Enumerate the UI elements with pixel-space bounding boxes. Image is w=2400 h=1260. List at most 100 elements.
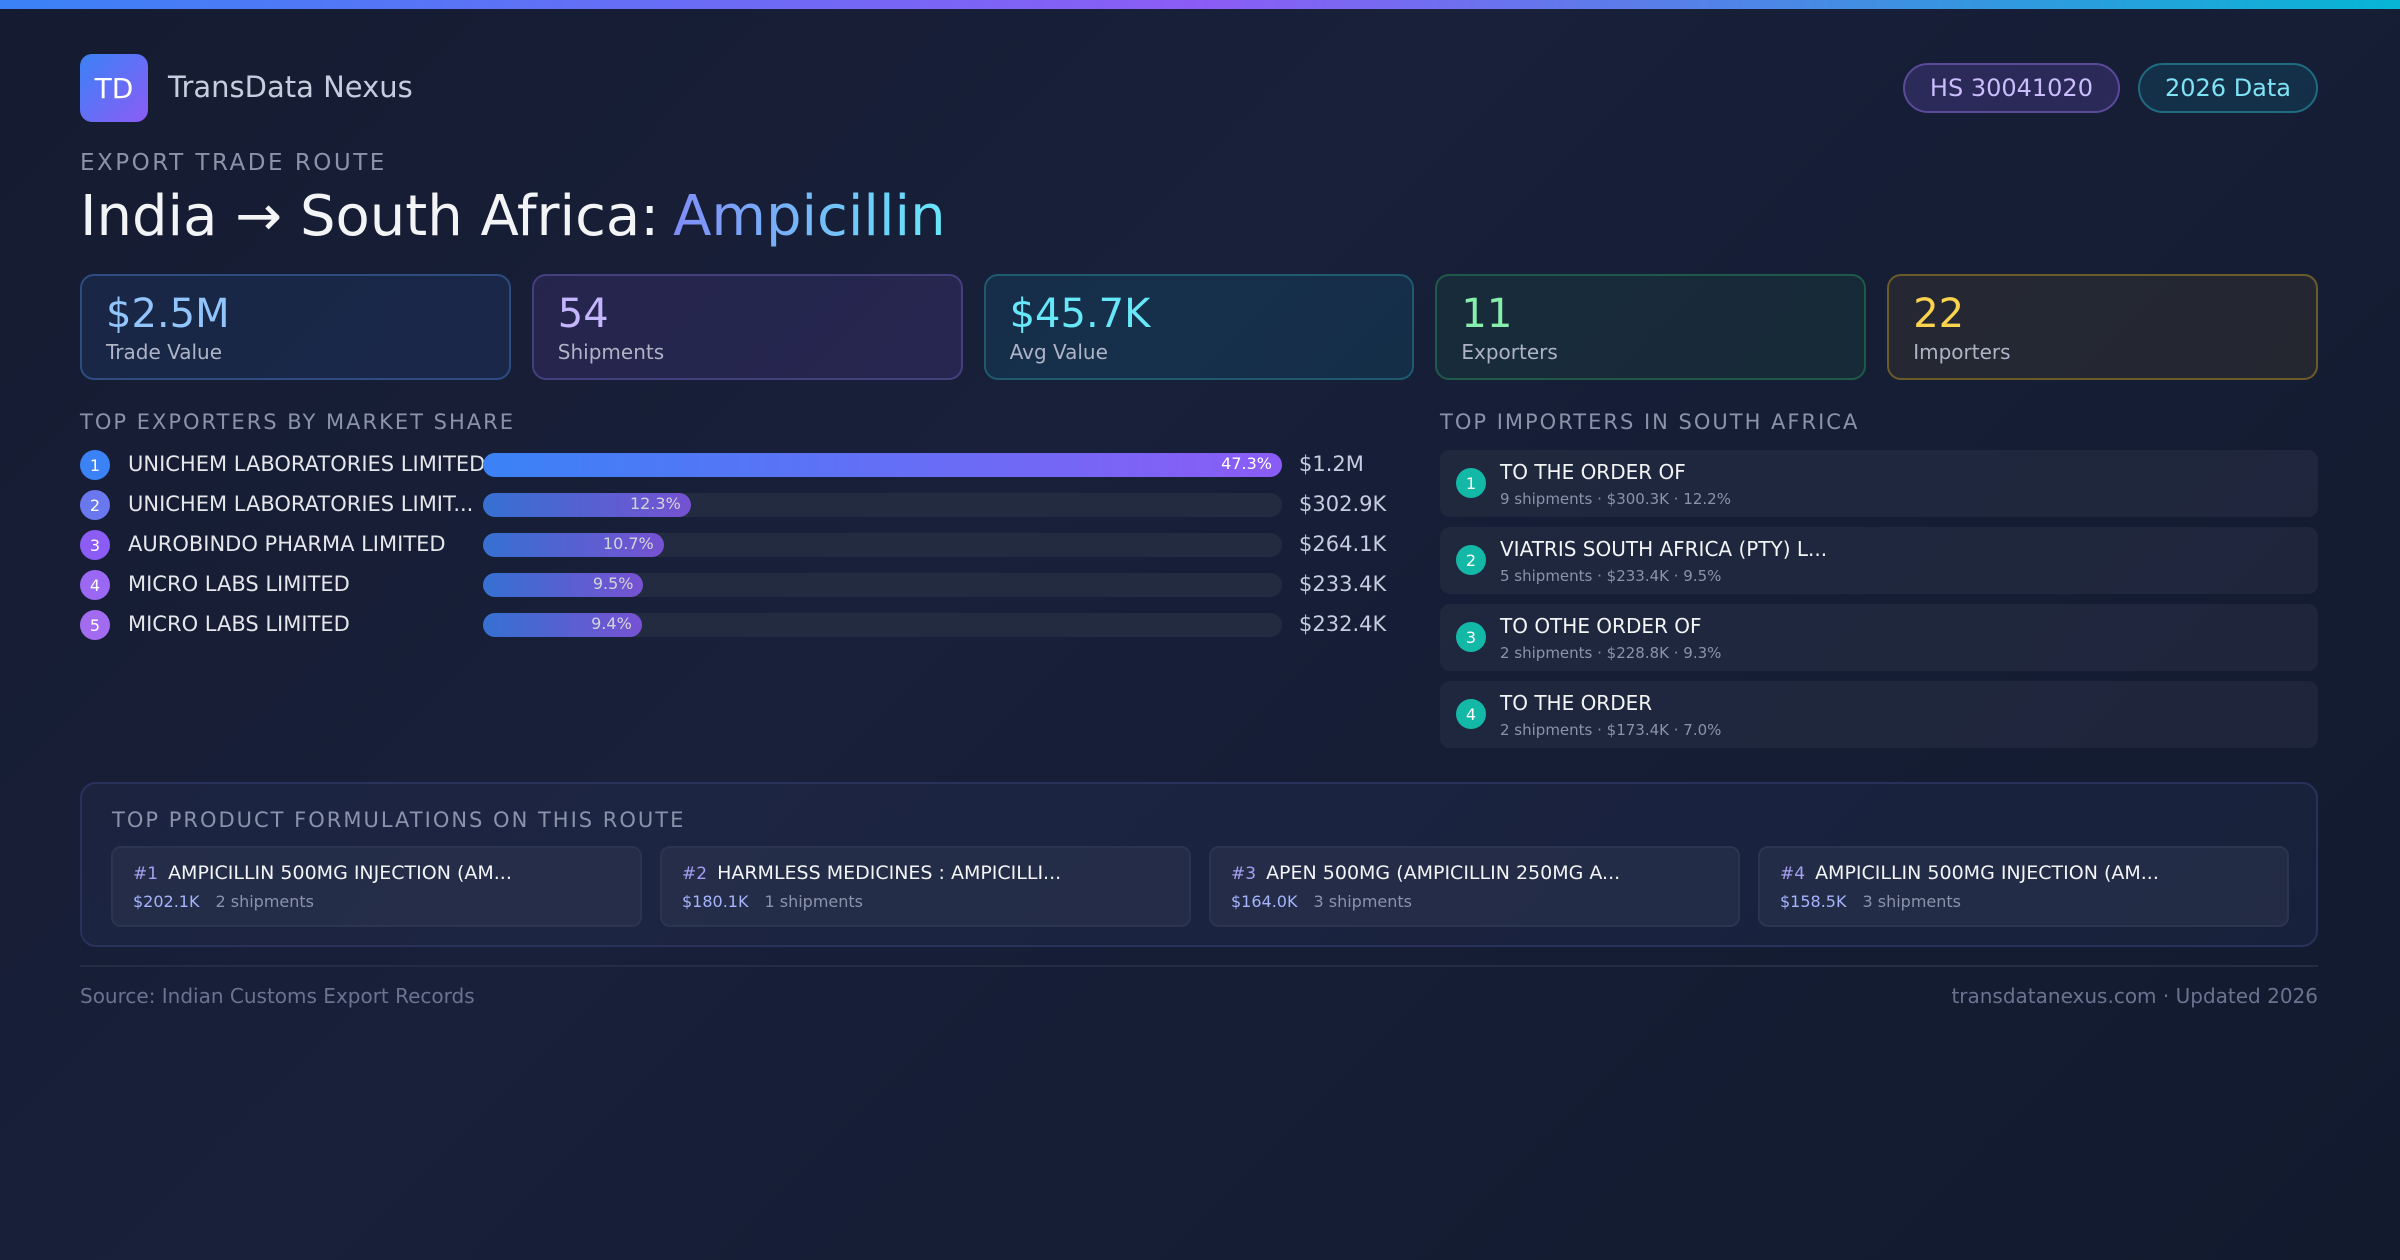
bar-track: 9.4% (483, 613, 1282, 637)
importer-name: TO OTHE ORDER OF (1500, 614, 1702, 638)
importer-detail: 2 shipments · $228.8K · 9.3% (1500, 644, 1722, 662)
stat-card: 54 Shipments (531, 274, 963, 380)
formulation-name: HARMLESS MEDICINES : AMPICILLI... (717, 862, 1062, 884)
formulation-name: AMPICILLIN 500MG INJECTION (AM... (1815, 862, 2159, 884)
share-label: 9.5% (592, 574, 634, 593)
exporter-value: $302.9K (1299, 492, 1387, 516)
stat-value: $2.5M (106, 291, 230, 337)
formulation-meta: $202.1K 2 shipments (133, 892, 620, 911)
formulation-rank: #2 (682, 864, 708, 884)
rank-badge: 2 (80, 490, 110, 520)
section-title: TOP IMPORTERS IN SOUTH AFRICA (1440, 410, 1860, 434)
brand: TransData Nexus (168, 70, 413, 104)
divider (80, 965, 2318, 967)
stat-value: 11 (1461, 291, 1513, 337)
exporter-name: MICRO LABS LIMITED (128, 572, 350, 596)
exporter-row: 4 MICRO LABS LIMITED 9.5% $233.4K (80, 570, 1386, 600)
importer-name: TO THE ORDER OF (1500, 460, 1686, 484)
share-label: 10.7% (602, 534, 654, 553)
exporter-value: $1.2M (1299, 452, 1364, 476)
formulation-value: $158.5K (1780, 892, 1847, 911)
stat-card: $2.5M Trade Value (80, 274, 511, 380)
importer-row: 3 TO OTHE ORDER OF 2 shipments · $228.8K ·… (1440, 604, 2318, 671)
rank-badge: 1 (80, 450, 110, 480)
stat-label: Exporters (1461, 340, 1558, 364)
rank-badge: 5 (80, 610, 110, 640)
importer-row: 4 TO THE ORDER 2 shipments · $173.4K · 7.0… (1440, 681, 2318, 748)
section-title: TOP EXPORTERS BY MARKET SHARE (80, 410, 516, 434)
exporter-row: 2 UNICHEM LABORATORIES LIMIT... 12.3% $302.… (80, 490, 1386, 520)
formulation-card: #3 APEN 500MG (AMPICILLIN 250MG A... $164.… (1209, 846, 1740, 927)
bar-track: 10.7% (483, 533, 1282, 557)
section-title: TOP PRODUCT FORMULATIONS ON THIS ROUTE (112, 808, 686, 832)
exporter-name: UNICHEM LABORATORIES LIMIT... (128, 492, 474, 516)
stat-value: 22 (1913, 291, 1965, 337)
rank-badge: 2 (1456, 545, 1486, 575)
importer-detail: 9 shipments · $300.3K · 12.2% (1500, 490, 1731, 508)
formulation-rank: #3 (1231, 864, 1257, 884)
exporter-name: MICRO LABS LIMITED (128, 612, 350, 636)
stats: $2.5M Trade Value 54 Shipments $45.7K Avg Val… (80, 274, 2318, 380)
exporter-name: UNICHEM LABORATORIES LIMITED (128, 452, 486, 476)
share-bar: 9.4% (483, 613, 642, 637)
exporter-row: 5 MICRO LABS LIMITED 9.4% $232.4K (80, 610, 1386, 640)
stat-value: 54 (557, 291, 609, 337)
share-bar: 12.3% (483, 493, 691, 517)
stat-card: 11 Exporters (1435, 274, 1867, 380)
formulation-name: AMPICILLIN 500MG INJECTION (AM... (168, 862, 512, 884)
product: Ampicillin (673, 184, 946, 249)
importer-name: VIATRIS SOUTH AFRICA (PTY) L... (1500, 537, 1828, 561)
formulation-shipments: 3 shipments (1313, 892, 1413, 911)
share-bar: 9.5% (483, 573, 644, 597)
formulation-card: #2 HARMLESS MEDICINES : AMPICILLI... $180.… (660, 846, 1191, 927)
importer-row: 1 TO THE ORDER OF 9 shipments · $300.3K · … (1440, 450, 2318, 517)
formulation-rank: #1 (133, 864, 159, 884)
importer-detail: 5 shipments · $233.4K · 9.5% (1500, 567, 1722, 585)
formulation-shipments: 2 shipments (215, 892, 315, 911)
importer-row: 2 VIATRIS SOUTH AFRICA (PTY) L... 5 shipme… (1440, 527, 2318, 594)
source: Source: Indian Customs Export Records (80, 984, 475, 1008)
stat-label: Trade Value (106, 340, 223, 364)
formulation-name: APEN 500MG (AMPICILLIN 250MG A... (1266, 862, 1621, 884)
exporter-row: 1 UNICHEM LABORATORIES LIMITED 47.3% $1.2M (80, 450, 1380, 480)
importers: TOP IMPORTERS IN SOUTH AFRICA 1 TO THE OR… (1440, 410, 2318, 748)
formulation-title: #2 HARMLESS MEDICINES : AMPICILLI... (682, 862, 1169, 884)
bar-track: 12.3% (483, 493, 1282, 517)
rank-badge: 3 (1456, 622, 1486, 652)
formulation-rank: #4 (1780, 864, 1806, 884)
formulation-title: #4 AMPICILLIN 500MG INJECTION (AM... (1780, 862, 2267, 884)
badge: 2026 Data (2137, 63, 2318, 113)
formulation-shipments: 3 shipments (1862, 892, 1962, 911)
stat-card: $45.7K Avg Value (983, 274, 1415, 380)
exporters: TOP EXPORTERS BY MARKET SHARE 1 UNICHEM L… (80, 410, 1386, 640)
share-label: 47.3% (1221, 454, 1272, 473)
formulation-card: #4 AMPICILLIN 500MG INJECTION (AM... $158.… (1758, 846, 2289, 927)
logo: TD (80, 54, 148, 122)
importer-name: TO THE ORDER (1500, 691, 1653, 715)
exporter-row: 3 AUROBINDO PHARMA LIMITED 10.7% $264.1K (80, 530, 1386, 560)
rank-badge: 1 (1456, 468, 1486, 498)
formulation-card: #1 AMPICILLIN 500MG INJECTION (AM... $202.… (111, 846, 642, 927)
stat-label: Shipments (557, 340, 665, 364)
formulation-shipments: 1 shipments (764, 892, 864, 911)
formulations: TOP PRODUCT FORMULATIONS ON THIS ROUTE #… (80, 782, 2318, 947)
rank-badge: 4 (80, 570, 110, 600)
formulation-meta: $158.5K 3 shipments (1780, 892, 2267, 911)
exporter-value: $233.4K (1299, 572, 1387, 596)
site: transdatanexus.com · Updated 2026 (1951, 984, 2318, 1008)
bar-track: 9.5% (483, 573, 1282, 597)
share-label: 9.4% (591, 614, 632, 633)
rank-badge: 3 (80, 530, 110, 560)
route-title: India → South Africa: (80, 184, 660, 249)
bar-track: 47.3% (483, 453, 1282, 477)
formulation-meta: $164.0K 3 shipments (1231, 892, 1718, 911)
formulation-title: #1 AMPICILLIN 500MG INJECTION (AM... (133, 862, 620, 884)
share-label: 12.3% (629, 494, 681, 513)
formulation-meta: $180.1K 1 shipments (682, 892, 1169, 911)
share-bar: 47.3% (483, 453, 1282, 477)
formulation-cards: #1 AMPICILLIN 500MG INJECTION (AM... $202.… (111, 846, 2289, 927)
share-bar: 10.7% (483, 533, 664, 557)
stat-label: Importers (1913, 340, 2011, 364)
formulation-title: #3 APEN 500MG (AMPICILLIN 250MG A... (1231, 862, 1718, 884)
